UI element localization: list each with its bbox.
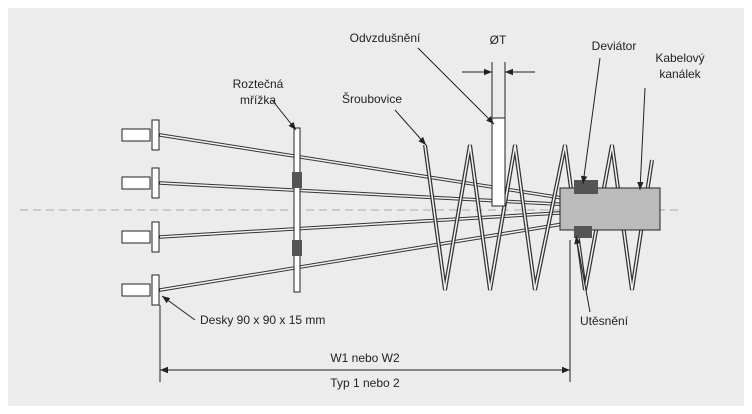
label: W1 nebo W2 [330, 351, 400, 365]
label: Desky 90 x 90 x 15 mm [200, 313, 325, 327]
label: Typ 1 nebo 2 [330, 376, 400, 390]
label: Utěsnění [580, 314, 629, 328]
label: Odvzdušnění [350, 31, 421, 45]
label: Deviátor [592, 39, 637, 53]
deviator [574, 180, 598, 194]
seal [574, 226, 592, 238]
spacer-grid [292, 128, 302, 292]
duct [560, 188, 660, 230]
vent-pipe [492, 118, 505, 206]
diagram: Roztečnámřížka Odvzdušnění ØT Deviátor K… [0, 0, 752, 414]
label: ØT [490, 33, 507, 47]
label: Šroubovice [342, 91, 402, 106]
